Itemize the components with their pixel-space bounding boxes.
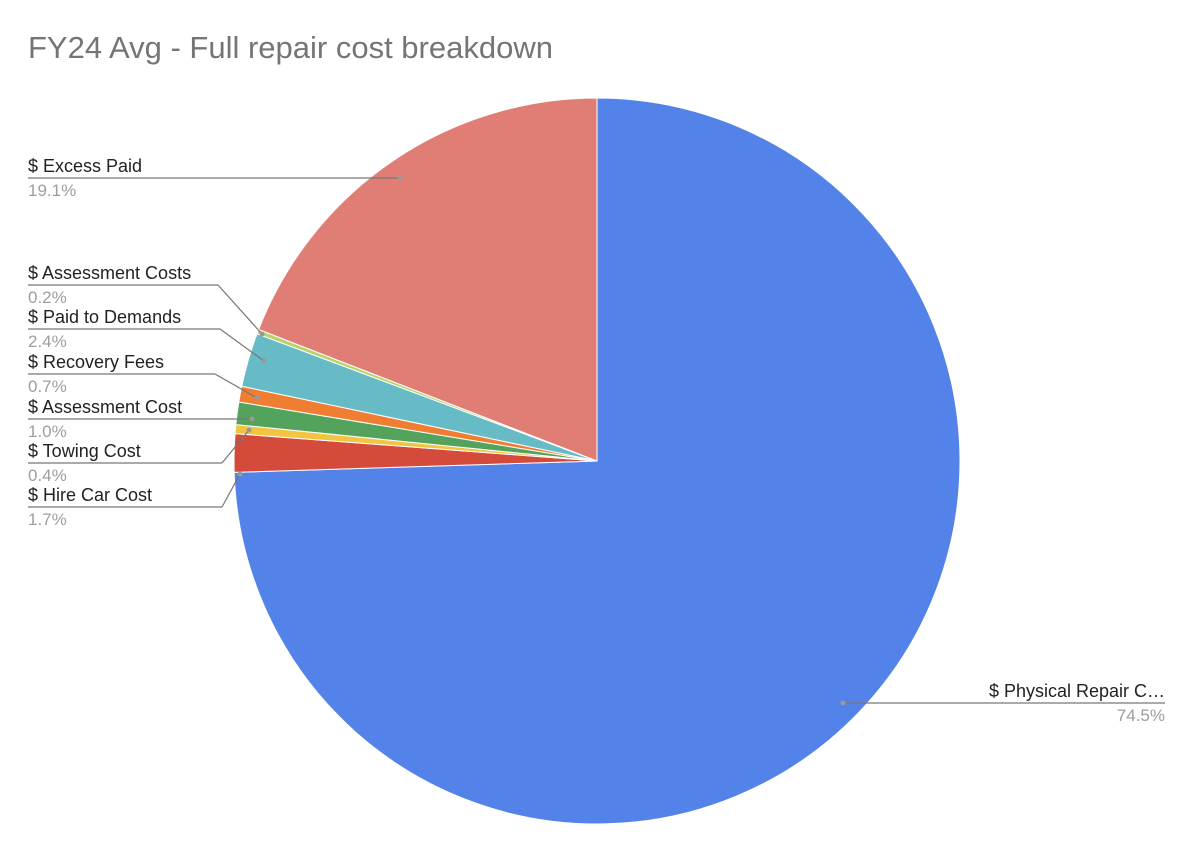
chart-title: FY24 Avg - Full repair cost breakdown <box>28 30 553 65</box>
leader-line-4 <box>28 373 260 401</box>
slice-percent-0: 74.5% <box>1117 706 1165 725</box>
slice-label-7: $ Excess Paid <box>28 156 142 176</box>
leader-line-7 <box>28 175 403 181</box>
slice-labels: $ Physical Repair C… 74.5% $ Hire Car Cost… <box>28 156 1165 725</box>
slice-percent-5: 2.4% <box>28 332 67 351</box>
pie-slices <box>233 97 961 825</box>
slice-label-1: $ Hire Car Cost <box>28 485 152 505</box>
slice-label-6: $ Assessment Costs <box>28 263 191 283</box>
slice-percent-3: 1.0% <box>28 422 67 441</box>
leader-line-1 <box>28 471 243 508</box>
slice-percent-1: 1.7% <box>28 510 67 529</box>
slice-percent-4: 0.7% <box>28 377 67 396</box>
leader-line-5 <box>28 328 267 364</box>
leader-line-0 <box>840 700 1165 706</box>
slice-label-5: $ Paid to Demands <box>28 307 181 327</box>
slice-percent-2: 0.4% <box>28 466 67 485</box>
slice-label-2: $ Towing Cost <box>28 441 141 461</box>
leader-line-3 <box>28 416 255 422</box>
slice-label-4: $ Recovery Fees <box>28 352 164 372</box>
slice-label-3: $ Assessment Cost <box>28 397 182 417</box>
slice-percent-7: 19.1% <box>28 181 76 200</box>
leader-lines <box>28 175 1165 706</box>
pie-slice-7[interactable] <box>258 97 598 462</box>
leader-line-6 <box>28 284 265 337</box>
slice-percent-6: 0.2% <box>28 288 67 307</box>
leader-line-2 <box>28 427 252 464</box>
slice-label-0: $ Physical Repair C… <box>989 681 1165 701</box>
